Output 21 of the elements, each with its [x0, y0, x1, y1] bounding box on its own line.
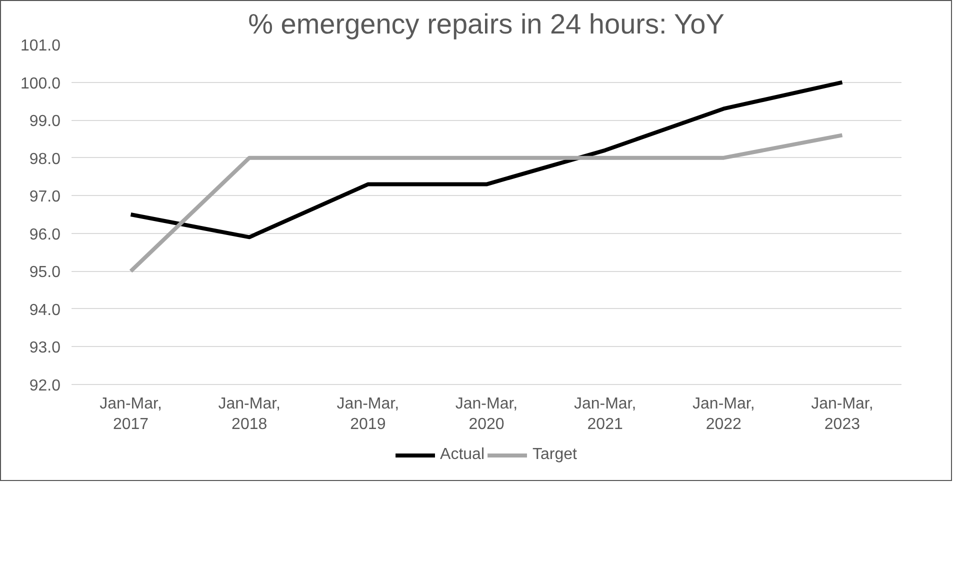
y-tick-label: 100.0: [20, 75, 61, 92]
y-tick-label: 99.0: [29, 113, 61, 130]
y-tick-label: 95.0: [29, 264, 61, 282]
y-tick-label: 97.0: [29, 188, 61, 206]
x-tick-label: Jan-Mar, 2020: [455, 396, 518, 433]
x-tick-label: Jan-Mar, 2021: [574, 396, 636, 433]
legend-label: Actual: [440, 446, 484, 464]
y-tick-label: 94.0: [29, 302, 61, 319]
x-tick-label: Jan-Mar, 2022: [692, 396, 755, 433]
x-tick-label: Jan-Mar, 2019: [336, 396, 400, 433]
y-tick-label: 98.0: [29, 150, 61, 168]
line-series: [128, 80, 844, 240]
chart-title: % emergency repairs in 24 hours: YoY: [248, 8, 725, 40]
y-tick-label: 92.0: [29, 378, 61, 394]
x-tick-label: Jan-Mar, 2018: [218, 396, 280, 433]
y-tick-label: 93.0: [29, 340, 61, 357]
x-tick-label: Jan-Mar, 2023: [811, 396, 874, 433]
legend-label: Target: [532, 446, 577, 464]
y-tick-label: 101.0: [20, 38, 61, 54]
x-tick-label: Jan-Mar, 2017: [100, 396, 162, 433]
y-tick-label: 96.0: [29, 226, 61, 244]
